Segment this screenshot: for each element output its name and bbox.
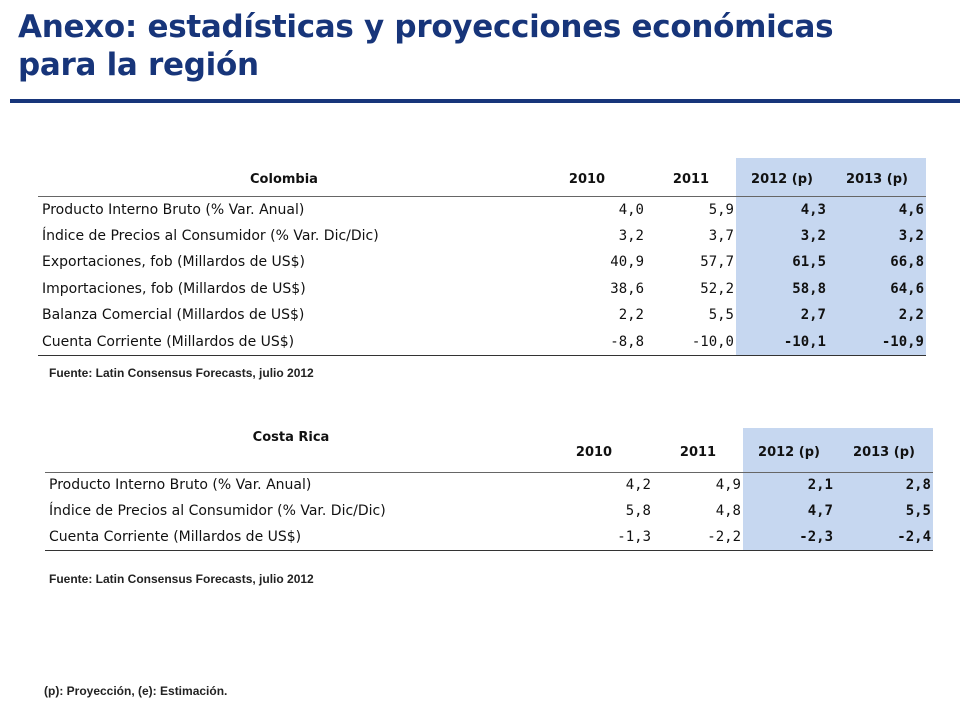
- cell-value-projection: 5,5: [835, 498, 933, 524]
- slide-title-line-2: para la región: [18, 47, 259, 83]
- cell-value-projection: 3,2: [736, 222, 828, 249]
- colombia-stats-table: Colombia 2010 2011 2012 (p) 2013 (p) Pro…: [38, 158, 926, 356]
- column-header: 2010: [575, 445, 613, 461]
- cell-value: 4,0: [618, 201, 644, 218]
- cell-value: 4,9: [715, 477, 741, 494]
- row-label: Producto Interno Bruto (% Var. Anual): [42, 201, 305, 218]
- cell-value: -8,8: [610, 333, 644, 350]
- cell-value: 4,8: [715, 503, 741, 519]
- table-row: Cuenta Corriente (Millardos de US$) -1,3…: [45, 524, 933, 550]
- footnote: (p): Proyección, (e): Estimación.: [44, 684, 228, 698]
- row-label: Índice de Precios al Consumidor (% Var. …: [49, 503, 386, 519]
- cell-value-projection: 66,8: [828, 249, 926, 276]
- cell-value: 2,2: [618, 307, 644, 324]
- cell-value-projection: -2,4: [835, 524, 933, 550]
- table-row: Importaciones, fob (Millardos de US$) 38…: [38, 275, 926, 302]
- cell-value: 3,7: [708, 227, 734, 244]
- cell-value-projection: 2,7: [736, 302, 828, 329]
- title-underline: [10, 99, 960, 103]
- table-row: Índice de Precios al Consumidor (% Var. …: [38, 222, 926, 249]
- table-header-row: Costa Rica 2010 2011 2012 (p) 2013 (p): [45, 428, 933, 472]
- cell-value: 4,2: [625, 477, 651, 494]
- column-header: 2010: [568, 172, 606, 188]
- row-label: Importaciones, fob (Millardos de US$): [42, 280, 306, 297]
- cell-value-projection: 4,3: [736, 196, 828, 223]
- column-header: 2011: [672, 172, 710, 188]
- cell-value-projection: 61,5: [736, 249, 828, 276]
- slide-title-line-1: Anexo: estadísticas y proyecciones econó…: [18, 9, 834, 45]
- column-header-projection: 2012 (p): [743, 428, 835, 472]
- cell-value-projection: 4,7: [743, 498, 835, 524]
- cell-value: -1,3: [617, 528, 651, 545]
- table-row: Exportaciones, fob (Millardos de US$) 40…: [38, 249, 926, 276]
- cell-value-projection: -2,3: [743, 524, 835, 550]
- cell-value: -2,2: [707, 528, 741, 545]
- table-row: Índice de Precios al Consumidor (% Var. …: [45, 498, 933, 524]
- cell-value: 40,9: [610, 254, 644, 271]
- cell-value-projection: 58,8: [736, 275, 828, 302]
- source-note: Fuente: Latin Consensus Forecasts, julio…: [49, 572, 314, 586]
- cell-value: 52,2: [700, 280, 734, 297]
- cell-value: 5,9: [708, 201, 734, 218]
- cell-value-projection: 2,2: [828, 302, 926, 329]
- cell-value: 3,2: [618, 227, 644, 244]
- costa-rica-stats-table: Costa Rica 2010 2011 2012 (p) 2013 (p) P…: [45, 428, 933, 551]
- country-name: Costa Rica: [252, 430, 330, 445]
- row-label: Exportaciones, fob (Millardos de US$): [42, 254, 306, 271]
- row-label: Producto Interno Bruto (% Var. Anual): [49, 477, 312, 494]
- cell-value: -10,0: [691, 333, 734, 350]
- cell-value-projection: 3,2: [828, 222, 926, 249]
- row-label: Índice de Precios al Consumidor (% Var. …: [42, 227, 379, 244]
- row-label: Cuenta Corriente (Millardos de US$): [49, 528, 302, 545]
- country-name: Colombia: [250, 172, 318, 188]
- cell-value-projection: 64,6: [828, 275, 926, 302]
- cell-value: 57,7: [700, 254, 734, 271]
- cell-value-projection: 2,1: [743, 472, 835, 498]
- column-header: 2011: [679, 445, 717, 461]
- table-row: Producto Interno Bruto (% Var. Anual) 4,…: [45, 472, 933, 498]
- cell-value: 5,5: [708, 307, 734, 324]
- cell-value: 5,8: [625, 503, 651, 519]
- row-label: Balanza Comercial (Millardos de US$): [42, 307, 305, 324]
- cell-value-projection: 4,6: [828, 196, 926, 223]
- slide-title: Anexo: estadísticas y proyecciones econó…: [18, 8, 948, 84]
- column-header-projection: 2013 (p): [828, 158, 926, 196]
- table-row: Balanza Comercial (Millardos de US$) 2,2…: [38, 302, 926, 329]
- cell-value-projection: 2,8: [835, 472, 933, 498]
- table-header-row: Colombia 2010 2011 2012 (p) 2013 (p): [38, 158, 926, 196]
- column-header-projection: 2012 (p): [736, 158, 828, 196]
- source-note: Fuente: Latin Consensus Forecasts, julio…: [49, 366, 314, 380]
- cell-value-projection: -10,1: [736, 328, 828, 355]
- table-row: Cuenta Corriente (Millardos de US$) -8,8…: [38, 328, 926, 355]
- row-label: Cuenta Corriente (Millardos de US$): [42, 333, 295, 350]
- table-row: Producto Interno Bruto (% Var. Anual) 4,…: [38, 196, 926, 223]
- cell-value-projection: -10,9: [828, 328, 926, 355]
- cell-value: 38,6: [610, 280, 644, 297]
- column-header-projection: 2013 (p): [835, 428, 933, 472]
